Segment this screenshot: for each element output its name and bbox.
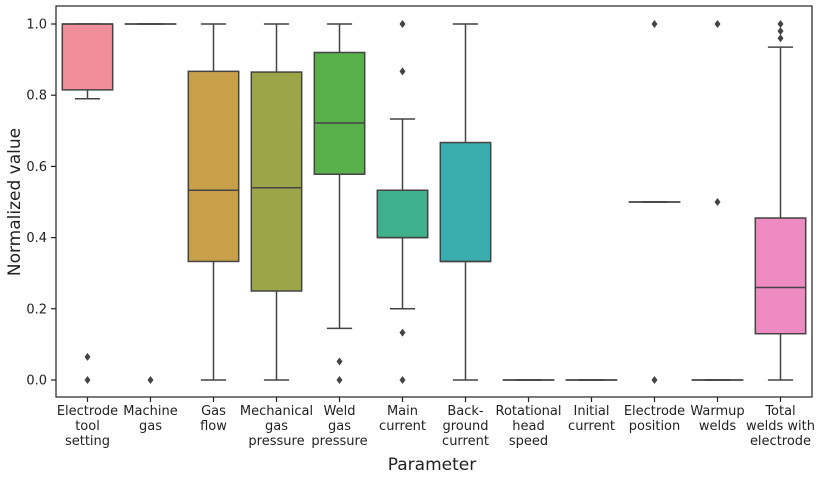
x-tick-label-line: Mechanical <box>240 404 313 419</box>
x-tick-label-line: Weld <box>324 404 356 419</box>
box-group <box>691 20 744 381</box>
outlier-point <box>399 328 406 337</box>
x-tick-label-line: Back- <box>447 404 484 419</box>
x-tick-label-line: tool <box>75 419 100 434</box>
x-tick-label: Mechanical gas pressure <box>240 404 313 449</box>
box-group <box>250 23 303 381</box>
x-tick-label-line: position <box>629 419 681 434</box>
x-tick-label-line: pressure <box>248 434 304 449</box>
x-tick-label: Initial current <box>568 404 615 434</box>
outlier-point <box>651 376 658 384</box>
outlier-point <box>336 357 343 366</box>
box <box>313 51 366 175</box>
x-tick-label: Warmup welds <box>690 404 744 434</box>
x-tick-label-line: Machine <box>123 404 177 419</box>
box <box>439 141 492 263</box>
y-axis-title: Normalized value <box>5 128 25 276</box>
box <box>61 23 114 91</box>
x-tick-label: Machine gas <box>123 404 177 434</box>
x-tick-label-line: current <box>442 434 489 449</box>
outlier-point <box>399 20 406 28</box>
x-tick-label-line: Electrode <box>624 404 685 419</box>
x-tick-label: Rotational head speed <box>496 404 562 449</box>
y-tick-label: 0.6 <box>26 160 47 175</box>
y-tick-label: 0.2 <box>26 302 47 317</box>
outlier-point <box>777 27 784 36</box>
box-group <box>628 20 681 384</box>
y-tick-label: 1.0 <box>26 18 47 33</box>
y-tick-label: 0.4 <box>26 231 47 246</box>
box-group <box>376 20 429 384</box>
outlier-point <box>147 376 154 384</box>
y-tick-label: 0.0 <box>26 374 47 389</box>
box-group <box>124 23 177 384</box>
x-tick-label-line: Initial <box>574 404 610 419</box>
x-tick-label-line: gas <box>139 419 162 434</box>
x-tick-label-line: Total <box>764 404 795 419</box>
x-tick-label-line: current <box>379 419 426 434</box>
x-tick-label: Total welds with electrode <box>746 404 815 449</box>
box <box>250 71 303 292</box>
x-tick-label-line: speed <box>509 434 548 449</box>
outlier-point <box>777 20 784 28</box>
x-tick-label-line: gas <box>328 419 351 434</box>
outlier-point <box>651 20 658 28</box>
x-tick-label: Back-ground current <box>442 404 489 449</box>
x-tick-label-line: Gas <box>201 404 226 419</box>
x-tick-label-line: electrode <box>750 434 811 449</box>
x-tick-label-line: pressure <box>311 434 367 449</box>
outlier-point <box>714 198 721 206</box>
x-tick-label-line: Warmup <box>690 404 744 419</box>
outlier-point <box>399 67 406 76</box>
x-tick-label-line: Main <box>387 404 418 419</box>
x-tick-label: Electrode position <box>624 404 685 434</box>
outlier-point <box>777 34 784 43</box>
outlier-point <box>84 352 91 361</box>
box-group <box>61 23 114 384</box>
x-tick-label-line: Electrode <box>57 404 118 419</box>
x-tick-label-line: Rotational <box>496 404 562 419</box>
x-tick-label-line: head <box>512 419 544 434</box>
x-tick-label-line: welds with <box>746 419 815 434</box>
box-group <box>313 23 366 384</box>
outlier-point <box>714 20 721 28</box>
x-tick-label: Electrode tool setting <box>57 404 118 449</box>
plot-frame <box>55 5 813 398</box>
x-tick-label: Main current <box>379 404 426 434</box>
box <box>754 217 807 335</box>
x-tick-label: Gas flow <box>200 404 227 434</box>
outlier-point <box>399 376 406 384</box>
x-tick-label-line: gas <box>265 419 288 434</box>
y-tick-label: 0.8 <box>26 89 47 104</box>
box <box>187 70 240 263</box>
x-tick-label-line: welds <box>699 419 736 434</box>
box-group <box>439 23 492 381</box>
x-tick-label-line: current <box>568 419 615 434</box>
x-axis-title: Parameter <box>388 455 476 475</box>
x-tick-label: Weld gas pressure <box>311 404 367 449</box>
box-group <box>754 20 807 381</box>
box-group <box>187 23 240 381</box>
outlier-point <box>336 376 343 384</box>
y-axis-ticks: 0.0 0.2 0.4 0.6 0.8 1.0 <box>26 18 56 389</box>
x-tick-label-line: flow <box>200 419 227 434</box>
outlier-point <box>84 376 91 384</box>
box <box>376 189 429 239</box>
plot-area <box>55 5 813 398</box>
x-tick-label-line: ground <box>443 419 489 434</box>
x-tick-label-line: setting <box>65 434 110 449</box>
